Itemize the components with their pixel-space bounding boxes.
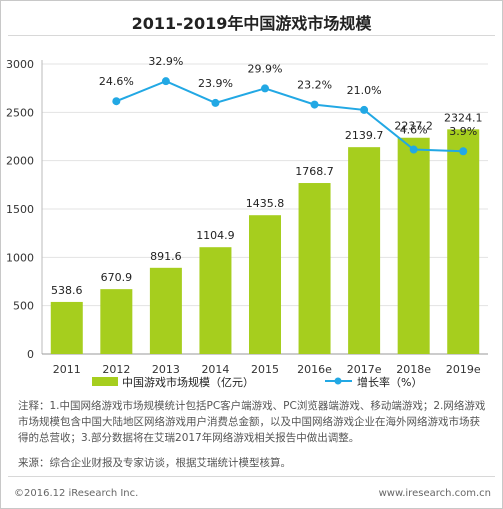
y-tick-label: 2500 <box>6 106 34 119</box>
legend-line-marker <box>334 377 342 385</box>
growth-rate-point <box>459 147 468 156</box>
x-tick-label: 2014 <box>201 363 229 376</box>
bar-value-label: 1104.9 <box>196 229 235 242</box>
bar <box>298 183 331 354</box>
bar-value-label: 2139.7 <box>345 129 384 142</box>
bar <box>348 147 381 354</box>
growth-rate-label: 21.0% <box>347 84 382 97</box>
y-tick-label: 3000 <box>6 58 34 71</box>
legend-line-label: 增长率（%） <box>357 375 422 389</box>
bar <box>100 289 133 354</box>
growth-rate-label: 32.9% <box>148 55 183 68</box>
chart-note: 注释：1.中国网络游戏市场规模统计包括PC客户端游戏、PC浏览器端游戏、移动端游… <box>18 400 486 444</box>
chart-canvas: 0 500 1000 1500 2000 2500 3000 538.6 2011 670.9 20… <box>6 55 488 389</box>
y-tick-label: 1000 <box>6 251 34 264</box>
chart-source: 来源：综合企业财报及专家访谈，根据艾瑞统计模型核算。 <box>18 457 291 469</box>
bar <box>397 137 430 354</box>
growth-rate-label: 3.9% <box>449 125 477 138</box>
x-tick-label: 2019e <box>446 363 481 376</box>
y-tick-label: 500 <box>13 300 34 313</box>
y-tick-label: 1500 <box>6 203 34 216</box>
growth-rate-label: 29.9% <box>248 62 283 75</box>
bar <box>447 129 480 354</box>
growth-rate-point <box>310 100 319 109</box>
website-link[interactable]: www.iresearch.com.cn <box>378 488 491 499</box>
growth-rate-point <box>409 145 418 154</box>
legend-bar-label: 中国游戏市场规模（亿元） <box>122 375 254 389</box>
x-tick-label: 2013 <box>152 363 180 376</box>
growth-rate-label: 23.2% <box>297 79 332 92</box>
x-tick-label: 2016e <box>297 363 332 376</box>
growth-rate-point <box>161 77 170 86</box>
growth-rate-point <box>360 105 369 114</box>
bar-value-label: 2324.1 <box>444 111 483 124</box>
chart-title: 2011-2019年中国游戏市场规模 <box>131 14 372 33</box>
bar-value-label: 1768.7 <box>295 165 334 178</box>
footer-divider <box>8 476 495 477</box>
x-tick-label: 2012 <box>102 363 130 376</box>
bar-value-label: 670.9 <box>101 271 133 284</box>
growth-rate-point <box>211 98 220 107</box>
bar-value-label: 2237.2 <box>394 120 433 133</box>
y-tick-label: 0 <box>27 348 34 361</box>
bar-value-label: 891.6 <box>150 250 182 263</box>
copyright-text: ©2016.12 iResearch Inc. <box>14 488 139 499</box>
bar-value-label: 538.6 <box>51 284 83 297</box>
growth-rate-label: 24.6% <box>99 75 134 88</box>
bar-value-label: 1435.8 <box>246 197 285 210</box>
x-tick-label: 2011 <box>53 363 81 376</box>
x-tick-label: 2018e <box>396 363 431 376</box>
bar <box>149 267 182 354</box>
bar <box>50 301 83 354</box>
title-divider <box>8 35 495 36</box>
growth-rate-label: 23.9% <box>198 77 233 90</box>
growth-rate-label: 4.6% <box>400 124 428 137</box>
growth-rate-line <box>115 80 464 153</box>
legend-bar-swatch <box>92 377 118 386</box>
bar <box>249 215 281 354</box>
x-tick-label: 2015 <box>251 363 279 376</box>
growth-rate-point <box>112 97 121 106</box>
bar <box>199 247 232 354</box>
y-tick-label: 2000 <box>6 155 34 168</box>
growth-rate-point <box>261 84 269 93</box>
x-tick-label: 2017e <box>347 363 382 376</box>
